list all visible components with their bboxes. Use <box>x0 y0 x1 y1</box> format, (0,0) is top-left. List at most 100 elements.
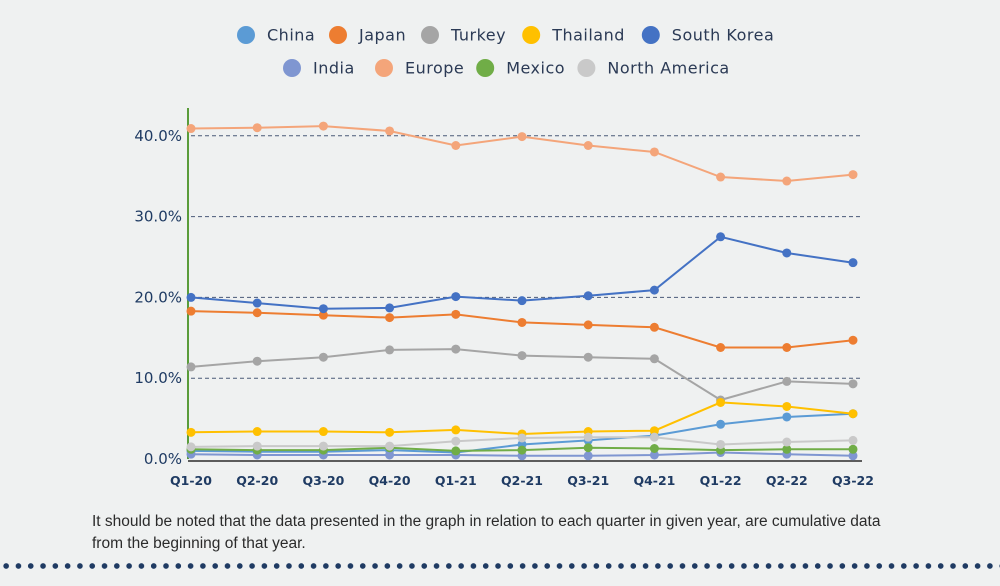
data-point-japan <box>848 335 858 345</box>
legend-label-north-america: North America <box>607 59 729 78</box>
x-tick-label: Q4-20 <box>369 473 411 488</box>
legend-label-japan: Japan <box>358 26 406 45</box>
x-axis: Q1-20 Q2-20 Q3-20 Q4-20 Q1-21 Q2-21 Q3-21 Q4-21… <box>170 473 874 488</box>
data-point-turkey <box>848 379 858 389</box>
data-point-north-america <box>186 442 196 452</box>
data-point-europe <box>186 124 196 134</box>
legend-label-turkey: Turkey <box>450 26 506 45</box>
legend-marker-europe <box>375 59 393 77</box>
data-point-turkey <box>385 345 395 355</box>
series-mexico <box>186 443 858 456</box>
data-point-europe <box>716 172 726 182</box>
data-point-south-korea <box>716 232 726 242</box>
legend-label-china: China <box>267 26 315 45</box>
data-point-japan <box>583 320 593 330</box>
data-point-north-america <box>252 441 262 451</box>
data-point-south-korea <box>583 291 593 301</box>
data-point-north-america <box>385 441 395 451</box>
series-south-korea <box>186 232 858 314</box>
legend-marker-china <box>237 26 255 44</box>
data-point-north-america <box>583 432 593 442</box>
data-point-turkey <box>583 352 593 362</box>
data-point-europe <box>782 176 792 186</box>
legend-item-north-america: North America <box>577 59 729 78</box>
data-point-india <box>848 451 858 461</box>
legend-label-europe: Europe <box>405 59 464 78</box>
series-line-japan <box>190 310 854 349</box>
series-europe <box>186 121 858 186</box>
data-point-thailand <box>318 427 328 437</box>
data-point-thailand <box>252 427 262 437</box>
x-tick-label: Q2-22 <box>766 473 808 488</box>
data-point-turkey <box>252 356 262 366</box>
data-point-japan <box>451 309 461 319</box>
data-point-north-america <box>848 435 858 445</box>
data-point-europe <box>451 140 461 150</box>
data-point-thailand <box>186 427 196 437</box>
data-point-japan <box>782 342 792 352</box>
data-point-south-korea <box>848 258 858 268</box>
x-tick-label: Q1-21 <box>435 473 477 488</box>
data-point-europe <box>848 170 858 180</box>
legend-marker-north-america <box>577 59 596 77</box>
data-point-north-america <box>451 436 461 446</box>
data-point-turkey <box>318 352 328 362</box>
data-point-europe <box>318 121 328 131</box>
x-tick-label: Q3-20 <box>302 473 344 488</box>
data-point-mexico <box>848 444 858 454</box>
legend-item-mexico: Mexico <box>476 59 565 78</box>
x-tick-label: Q1-20 <box>170 473 212 488</box>
data-point-japan <box>649 322 659 332</box>
data-point-south-korea <box>385 303 395 313</box>
x-tick-label: Q2-20 <box>236 473 278 488</box>
data-point-south-korea <box>186 292 196 302</box>
legend-marker-turkey <box>421 26 439 44</box>
legend-label-mexico: Mexico <box>506 59 565 78</box>
data-point-thailand <box>451 425 461 435</box>
data-point-south-korea <box>517 296 527 306</box>
data-point-thailand <box>649 426 659 436</box>
legend-label-thailand: Thailand <box>551 26 625 45</box>
data-point-north-america <box>649 432 659 442</box>
data-point-north-america <box>517 433 527 443</box>
data-point-japan <box>716 342 726 352</box>
y-axis: 0.0% 10.0% 20.0% 30.0% 40.0% <box>134 108 862 468</box>
data-point-europe <box>649 147 659 157</box>
data-point-thailand <box>782 401 792 411</box>
data-point-mexico <box>583 443 593 453</box>
legend-label-south-korea: South Korea <box>672 26 774 45</box>
y-tick-label: 0.0% <box>144 450 182 468</box>
series-japan <box>186 306 858 352</box>
line-chart: China Japan Turkey Thailand South Korea India… <box>134 26 874 489</box>
data-point-turkey <box>782 376 792 386</box>
legend-marker-thailand <box>522 26 541 44</box>
data-point-south-korea <box>451 292 461 302</box>
x-tick-label: Q4-21 <box>633 473 675 488</box>
legend-marker-japan <box>329 26 347 44</box>
legend-marker-india <box>283 59 301 77</box>
data-point-south-korea <box>649 285 659 295</box>
data-point-turkey <box>517 351 527 361</box>
chart-footnote: It should be noted that the data present… <box>92 513 881 552</box>
data-point-turkey <box>451 344 461 354</box>
data-point-turkey <box>186 362 196 372</box>
data-point-mexico <box>649 443 659 453</box>
data-point-south-korea <box>318 304 328 314</box>
series-turkey <box>186 344 858 405</box>
data-point-thailand <box>385 427 395 437</box>
legend-item-china: China <box>237 26 315 45</box>
data-point-turkey <box>649 354 659 364</box>
data-point-europe <box>517 132 527 142</box>
x-tick-label: Q3-21 <box>567 473 609 488</box>
legend-item-turkey: Turkey <box>421 26 506 45</box>
legend-item-europe: Europe <box>375 59 464 78</box>
data-point-japan <box>517 317 527 327</box>
data-point-japan <box>385 313 395 323</box>
data-point-north-america <box>716 439 726 449</box>
x-tick-label: Q2-21 <box>501 473 543 488</box>
data-point-europe <box>252 123 262 133</box>
series-thailand <box>186 397 858 439</box>
data-point-india <box>583 451 593 461</box>
data-point-japan <box>186 306 196 316</box>
data-point-china <box>716 419 726 429</box>
